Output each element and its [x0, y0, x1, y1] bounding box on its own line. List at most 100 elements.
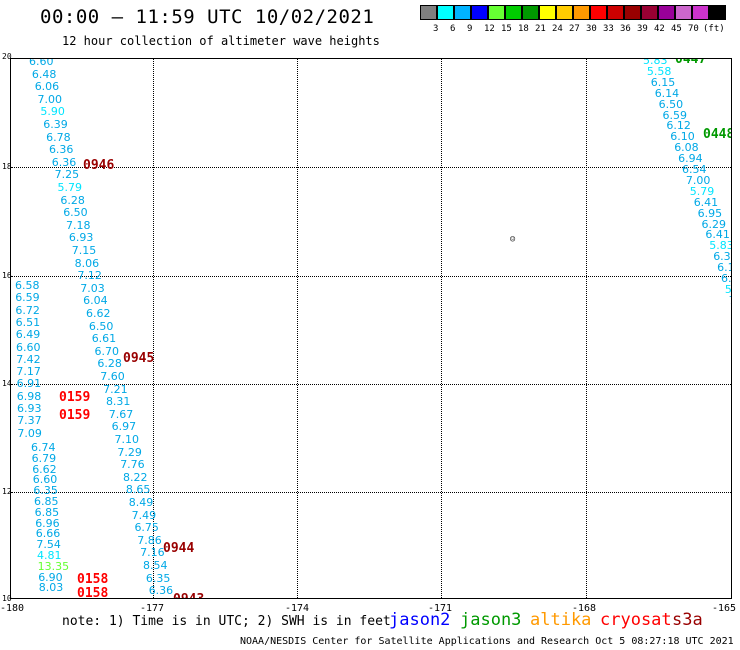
- pass-time-label: 0943: [173, 593, 204, 598]
- pass-time-label: 0159: [59, 408, 91, 423]
- swh-value-track-d: 7.00: [685, 173, 711, 187]
- island-marker: ☺: [510, 235, 516, 245]
- legend-swatch: [454, 5, 471, 20]
- swh-value-track-b: 6.60: [16, 340, 41, 354]
- swh-value-track-a: 8.65: [125, 483, 151, 497]
- swh-value-track-a: 7.00: [37, 92, 63, 106]
- swh-value-track-b: 6.59: [15, 291, 40, 305]
- legend-swatch: [641, 5, 658, 20]
- swh-value-track-a: 6.35: [145, 571, 171, 585]
- satellite-label-s3a: s3a: [672, 610, 703, 630]
- pass-time-label: 0946: [83, 158, 115, 173]
- legend-swatch: [522, 5, 539, 20]
- swh-value-track-d: 6.54: [682, 163, 707, 176]
- swh-value-track-d: 5.83: [709, 239, 732, 253]
- swh-value-track-a: 6.60: [29, 58, 54, 68]
- swh-value-track-a: 7.86: [137, 533, 162, 547]
- x-axis-label: -171: [428, 603, 453, 614]
- swh-value-track-d: 6.08: [674, 141, 699, 155]
- swh-value-track-c: 6.66: [35, 527, 61, 541]
- legend-label: 33: [603, 24, 614, 34]
- swh-value-track-a: 7.49: [131, 508, 157, 522]
- swh-value-track-c: 6.96: [35, 516, 60, 530]
- swh-value-track-b: 7.42: [16, 352, 41, 366]
- legend-swatch: [539, 5, 556, 20]
- swh-value-track-a: 6.36: [48, 143, 74, 157]
- grid-line-h: [11, 276, 731, 277]
- swh-value-track-a: 6.36: [51, 155, 77, 169]
- swh-value-track-d: 7.0: [729, 295, 731, 306]
- legend-swatch: [692, 5, 709, 20]
- swh-value-track-d: 6.33: [713, 250, 731, 264]
- legend-swatch: [471, 5, 488, 20]
- units-note: note: 1) Time is in UTC; 2) SWH is in fe…: [62, 614, 391, 629]
- swh-value-track-a: 6.06: [34, 80, 60, 94]
- satellite-label-cryosat: cryosat: [600, 610, 672, 630]
- legend-label: 45: [671, 24, 682, 34]
- swh-value-track-a: 5.79: [57, 181, 83, 194]
- swh-value-track-b: 6.72: [15, 303, 40, 317]
- pass-time-label: 0447: [675, 58, 707, 67]
- swh-value-track-d: 6.41: [705, 228, 730, 242]
- pass-time-label: 0945: [123, 351, 155, 366]
- legend-label: 42: [654, 24, 665, 34]
- legend-label: 6: [450, 24, 456, 34]
- swh-value-track-a: 8.06: [74, 256, 100, 270]
- legend-swatch: [675, 5, 692, 20]
- swh-value-track-a: 7.15: [71, 244, 97, 257]
- legend-swatch: [573, 5, 590, 20]
- swh-value-track-a: 7.18: [66, 218, 91, 232]
- grid-line-v: [297, 59, 298, 598]
- swh-value-track-d: 6.50: [658, 97, 684, 111]
- swh-value-track-d: 6.3: [721, 272, 732, 285]
- x-axis-label: -168: [572, 603, 597, 614]
- y-axis-label: 14: [2, 379, 12, 388]
- swh-value-track-c: 6.74: [31, 441, 56, 454]
- pass-time-label: 0158: [77, 586, 109, 599]
- credit-line: NOAA/NESDIS Center for Satellite Applica…: [240, 636, 734, 647]
- y-axis-label: 18: [2, 162, 12, 171]
- swh-value-track-d: 6.59: [662, 108, 688, 122]
- swh-value-track-a: 6.39: [43, 118, 68, 131]
- swh-value-track-c: 8.03: [38, 581, 64, 595]
- legend-swatch: [505, 5, 522, 20]
- legend-label: 3: [433, 24, 439, 34]
- swh-value-track-a: 6.50: [88, 319, 114, 333]
- legend-swatch: [556, 5, 573, 20]
- page-title: 00:00 – 11:59 UTC 10/02/2021: [40, 6, 375, 28]
- legend-swatch: [437, 5, 454, 20]
- swh-value-track-a: 6.75: [134, 521, 159, 535]
- swh-value-track-b: 7.17: [16, 365, 41, 379]
- legend-swatch: [658, 5, 675, 20]
- swh-value-track-b: 6.49: [15, 328, 41, 342]
- swh-value-track-a: 6.48: [31, 67, 57, 81]
- swh-value-track-a: 7.29: [117, 445, 142, 459]
- swh-value-track-a: 8.22: [123, 470, 148, 484]
- grid-line-h: [11, 492, 731, 493]
- page-subtitle: 12 hour collection of altimeter wave hei…: [62, 34, 380, 48]
- swh-value-track-a: 7.25: [54, 168, 80, 182]
- swh-value-track-d: 6.94: [678, 152, 703, 166]
- y-axis-label: 16: [2, 271, 12, 280]
- swh-value-track-a: 6.28: [97, 357, 122, 371]
- swh-value-track-c: 6.85: [34, 505, 60, 519]
- legend-label: 24: [552, 24, 563, 34]
- swh-value-track-c: 6.90: [38, 570, 63, 584]
- x-axis-label: -165: [712, 603, 737, 614]
- legend-label: 36: [620, 24, 631, 34]
- swh-value-track-c: 6.62: [32, 462, 57, 476]
- swh-value-track-b: 6.98: [16, 389, 42, 403]
- legend-label: 21: [535, 24, 546, 34]
- swh-value-track-b: 6.93: [17, 402, 42, 415]
- swh-value-track-a: 8.54: [143, 559, 168, 572]
- swh-value-track-a: 6.78: [46, 130, 71, 144]
- x-axis-label: -177: [140, 603, 165, 614]
- legend-label: 9: [467, 24, 473, 34]
- swh-value-track-a: 7.12: [77, 269, 102, 283]
- swh-value-track-a: 7.03: [80, 281, 105, 295]
- grid-line-v: [441, 59, 442, 598]
- swh-value-track-a: 7.10: [114, 433, 140, 446]
- legend-swatch: [624, 5, 641, 20]
- swh-value-track-c: 6.60: [32, 473, 58, 487]
- grid-line-v: [153, 59, 154, 598]
